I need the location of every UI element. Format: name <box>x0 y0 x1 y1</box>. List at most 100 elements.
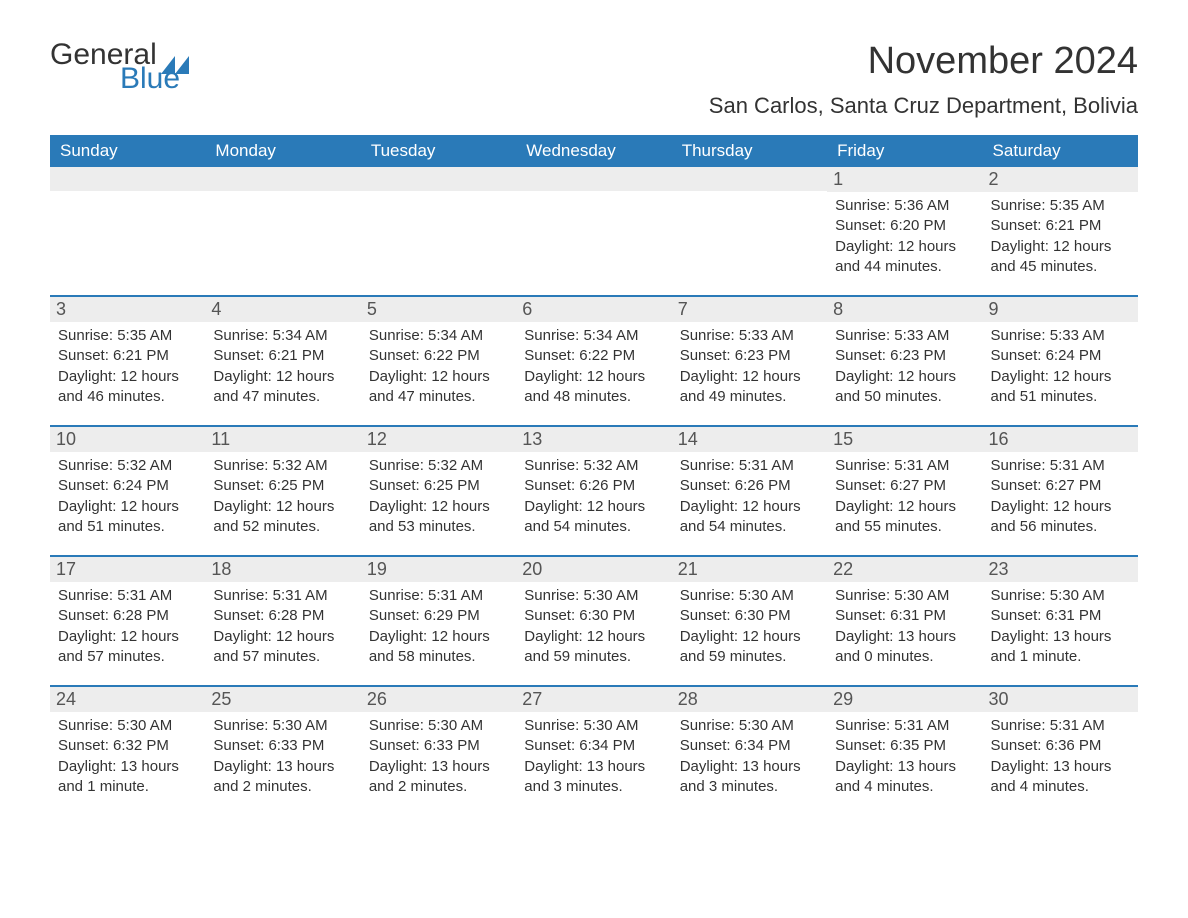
sunset-text: Sunset: 6:25 PM <box>369 476 512 496</box>
sunrise-text: Sunrise: 5:30 AM <box>991 586 1134 606</box>
calendar-day: 20 Sunrise: 5:30 AMSunset: 6:30 PMDayligh… <box>516 557 671 685</box>
sunset-text: Sunset: 6:20 PM <box>835 216 978 236</box>
logo: General Blue <box>50 40 189 94</box>
page-header: General Blue November 2024 San Carlos, S… <box>50 40 1138 127</box>
sunset-text: Sunset: 6:34 PM <box>680 736 823 756</box>
day-body: Sunrise: 5:30 AMSunset: 6:30 PMDaylight:… <box>676 586 823 667</box>
calendar-week: 3 Sunrise: 5:35 AMSunset: 6:21 PMDaylight… <box>50 295 1138 425</box>
daylight-text: Daylight: 12 hours and 49 minutes. <box>680 367 823 408</box>
daylight-text: Daylight: 12 hours and 51 minutes. <box>991 367 1134 408</box>
day-body: Sunrise: 5:34 AMSunset: 6:21 PMDaylight:… <box>209 326 356 407</box>
sunset-text: Sunset: 6:22 PM <box>524 346 667 366</box>
sunset-text: Sunset: 6:26 PM <box>524 476 667 496</box>
dayname-sunday: Sunday <box>50 135 205 167</box>
calendar-day: 21 Sunrise: 5:30 AMSunset: 6:30 PMDayligh… <box>672 557 827 685</box>
day-body: Sunrise: 5:30 AMSunset: 6:30 PMDaylight:… <box>520 586 667 667</box>
day-body: Sunrise: 5:31 AMSunset: 6:29 PMDaylight:… <box>365 586 512 667</box>
calendar-day: 22Sunrise: 5:30 AMSunset: 6:31 PMDayligh… <box>827 557 982 685</box>
day-number: 20 <box>516 557 671 582</box>
day-body: Sunrise: 5:32 AMSunset: 6:24 PMDaylight:… <box>54 456 201 537</box>
sunset-text: Sunset: 6:24 PM <box>58 476 201 496</box>
calendar-week: 24Sunrise: 5:30 AMSunset: 6:32 PMDayligh… <box>50 685 1138 815</box>
sunset-text: Sunset: 6:28 PM <box>213 606 356 626</box>
daylight-text: Daylight: 12 hours and 58 minutes. <box>369 627 512 668</box>
daylight-text: Daylight: 13 hours and 4 minutes. <box>991 757 1134 798</box>
sunrise-text: Sunrise: 5:33 AM <box>835 326 978 346</box>
sunrise-text: Sunrise: 5:31 AM <box>58 586 201 606</box>
daylight-text: Daylight: 12 hours and 57 minutes. <box>213 627 356 668</box>
sunrise-text: Sunrise: 5:30 AM <box>680 586 823 606</box>
sunset-text: Sunset: 6:30 PM <box>524 606 667 626</box>
sunrise-text: Sunrise: 5:32 AM <box>369 456 512 476</box>
calendar-day: 25Sunrise: 5:30 AMSunset: 6:33 PMDayligh… <box>205 687 360 815</box>
day-number: 21 <box>672 557 827 582</box>
calendar-day: 1Sunrise: 5:36 AMSunset: 6:20 PMDaylight… <box>827 167 982 295</box>
sunrise-text: Sunrise: 5:32 AM <box>213 456 356 476</box>
daylight-text: Daylight: 12 hours and 47 minutes. <box>369 367 512 408</box>
sunset-text: Sunset: 6:29 PM <box>369 606 512 626</box>
calendar-day: 8Sunrise: 5:33 AMSunset: 6:23 PMDaylight… <box>827 297 982 425</box>
day-body: Sunrise: 5:32 AMSunset: 6:25 PMDaylight:… <box>365 456 512 537</box>
calendar-header-row: Sunday Monday Tuesday Wednesday Thursday… <box>50 135 1138 167</box>
day-number: 2 <box>983 167 1138 192</box>
calendar-day: 9Sunrise: 5:33 AMSunset: 6:24 PMDaylight… <box>983 297 1138 425</box>
title-block: November 2024 San Carlos, Santa Cruz Dep… <box>709 40 1138 127</box>
day-body: Sunrise: 5:30 AMSunset: 6:31 PMDaylight:… <box>831 586 978 667</box>
daylight-text: Daylight: 13 hours and 4 minutes. <box>835 757 978 798</box>
logo-text-blue: Blue <box>120 64 189 94</box>
sunrise-text: Sunrise: 5:35 AM <box>991 196 1134 216</box>
sunrise-text: Sunrise: 5:31 AM <box>835 456 978 476</box>
day-number: 26 <box>361 687 516 712</box>
day-body: Sunrise: 5:30 AMSunset: 6:31 PMDaylight:… <box>987 586 1134 667</box>
day-body: Sunrise: 5:31 AMSunset: 6:36 PMDaylight:… <box>987 716 1134 797</box>
day-number: 14 <box>672 427 827 452</box>
sunrise-text: Sunrise: 5:32 AM <box>524 456 667 476</box>
day-body: Sunrise: 5:34 AMSunset: 6:22 PMDaylight:… <box>365 326 512 407</box>
daylight-text: Daylight: 13 hours and 2 minutes. <box>369 757 512 798</box>
sunset-text: Sunset: 6:35 PM <box>835 736 978 756</box>
sunrise-text: Sunrise: 5:31 AM <box>991 456 1134 476</box>
day-body: Sunrise: 5:30 AMSunset: 6:32 PMDaylight:… <box>54 716 201 797</box>
daylight-text: Daylight: 13 hours and 3 minutes. <box>524 757 667 798</box>
daylight-text: Daylight: 13 hours and 0 minutes. <box>835 627 978 668</box>
sunset-text: Sunset: 6:34 PM <box>524 736 667 756</box>
calendar-day: 7Sunrise: 5:33 AMSunset: 6:23 PMDaylight… <box>672 297 827 425</box>
sunrise-text: Sunrise: 5:30 AM <box>524 586 667 606</box>
calendar-week: 17Sunrise: 5:31 AMSunset: 6:28 PMDayligh… <box>50 555 1138 685</box>
day-number: 27 <box>516 687 671 712</box>
daylight-text: Daylight: 12 hours and 54 minutes. <box>524 497 667 538</box>
sunrise-text: Sunrise: 5:31 AM <box>680 456 823 476</box>
sunset-text: Sunset: 6:32 PM <box>58 736 201 756</box>
calendar-day <box>361 167 516 295</box>
day-number: 23 <box>983 557 1138 582</box>
day-body: Sunrise: 5:30 AMSunset: 6:33 PMDaylight:… <box>365 716 512 797</box>
calendar-day: 13Sunrise: 5:32 AMSunset: 6:26 PMDayligh… <box>516 427 671 555</box>
day-number: 5 <box>361 297 516 322</box>
day-number: 3 <box>50 297 205 322</box>
daylight-text: Daylight: 12 hours and 51 minutes. <box>58 497 201 538</box>
day-number: 11 <box>205 427 360 452</box>
day-body: Sunrise: 5:30 AMSunset: 6:34 PMDaylight:… <box>676 716 823 797</box>
day-number: 24 <box>50 687 205 712</box>
day-body: Sunrise: 5:31 AMSunset: 6:28 PMDaylight:… <box>54 586 201 667</box>
calendar-day: 19Sunrise: 5:31 AMSunset: 6:29 PMDayligh… <box>361 557 516 685</box>
sunset-text: Sunset: 6:33 PM <box>369 736 512 756</box>
daylight-text: Daylight: 12 hours and 48 minutes. <box>524 367 667 408</box>
sunset-text: Sunset: 6:27 PM <box>991 476 1134 496</box>
sunset-text: Sunset: 6:21 PM <box>991 216 1134 236</box>
day-number: 30 <box>983 687 1138 712</box>
day-number: 4 <box>205 297 360 322</box>
day-body: Sunrise: 5:31 AMSunset: 6:27 PMDaylight:… <box>831 456 978 537</box>
calendar-day: 2 Sunrise: 5:35 AMSunset: 6:21 PMDaylight… <box>983 167 1138 295</box>
dayname-wednesday: Wednesday <box>516 135 671 167</box>
calendar-week: 10Sunrise: 5:32 AMSunset: 6:24 PMDayligh… <box>50 425 1138 555</box>
sunrise-text: Sunrise: 5:30 AM <box>680 716 823 736</box>
day-body: Sunrise: 5:31 AMSunset: 6:28 PMDaylight:… <box>209 586 356 667</box>
day-number <box>516 167 671 191</box>
day-body: Sunrise: 5:35 AMSunset: 6:21 PMDaylight:… <box>54 326 201 407</box>
day-number: 6 <box>516 297 671 322</box>
sunset-text: Sunset: 6:25 PM <box>213 476 356 496</box>
dayname-thursday: Thursday <box>672 135 827 167</box>
daylight-text: Daylight: 12 hours and 59 minutes. <box>524 627 667 668</box>
daylight-text: Daylight: 12 hours and 45 minutes. <box>991 237 1134 278</box>
